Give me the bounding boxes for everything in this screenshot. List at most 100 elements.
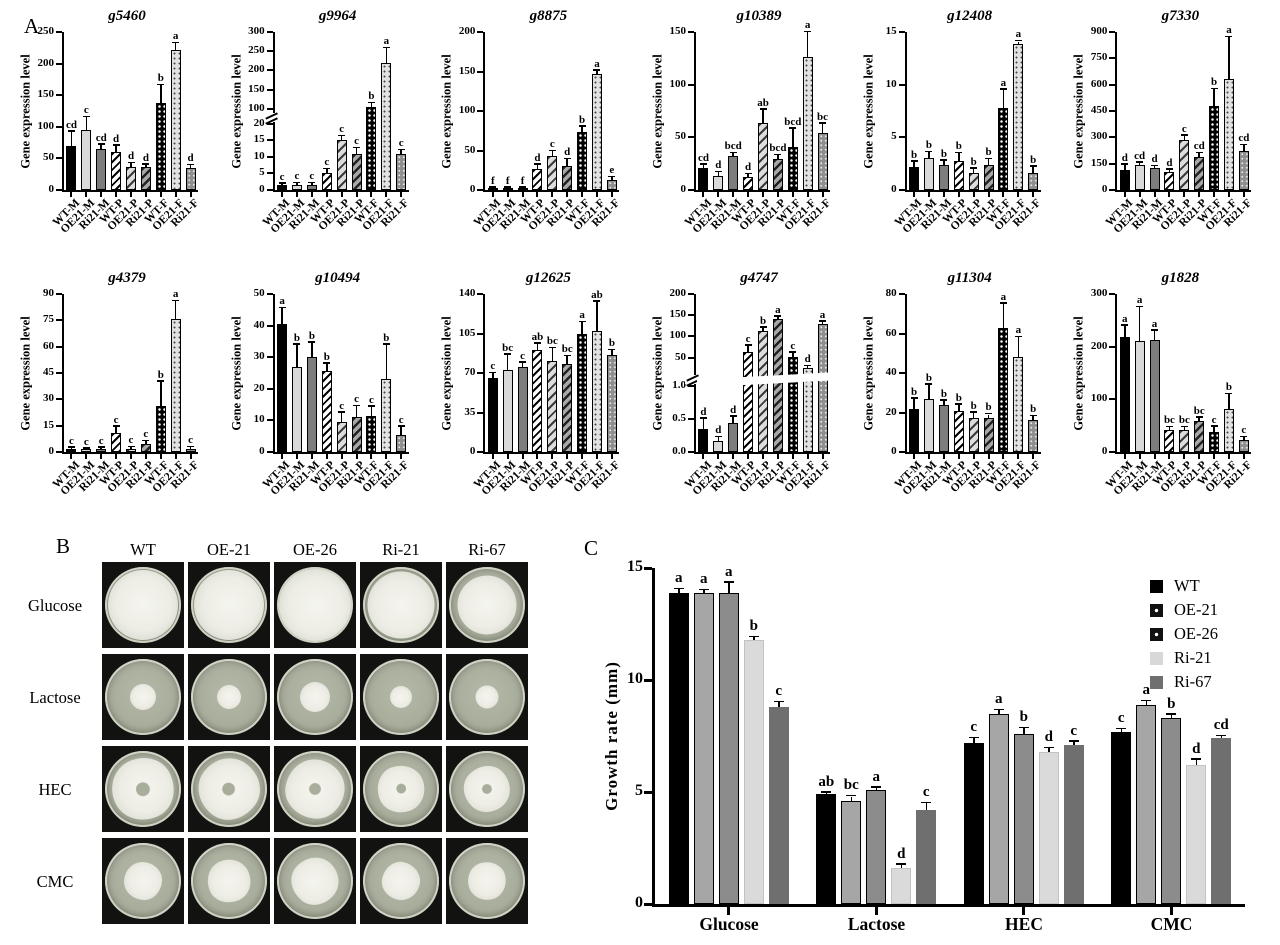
significance-letter: b	[911, 385, 918, 398]
error-bar	[821, 321, 824, 324]
x-tick	[536, 192, 539, 197]
bar	[577, 333, 588, 452]
significance-letter: c	[922, 784, 930, 801]
y-tick	[1109, 189, 1116, 191]
x-tick	[821, 192, 824, 197]
bar	[1194, 156, 1205, 190]
gene-expression-chart: g11304 Gene expression level 0 20 40 60 80 b WT-…	[853, 268, 1061, 530]
x-tick	[159, 192, 162, 197]
significance-letter: d	[715, 424, 722, 437]
error-bar	[1138, 307, 1141, 342]
error-bar-cap	[910, 160, 918, 162]
y-tick	[644, 566, 652, 570]
error-bar	[551, 151, 554, 157]
bar	[743, 177, 754, 190]
error-bar-cap	[871, 786, 882, 788]
x-tick	[610, 454, 613, 459]
error-bar	[753, 637, 755, 640]
y-tick	[477, 332, 484, 335]
error-bar-cap	[519, 361, 527, 363]
error-bar	[85, 448, 88, 450]
error-bar	[326, 363, 328, 372]
significance-letter: cd	[95, 131, 107, 144]
error-bar-cap	[804, 364, 812, 367]
error-bar	[987, 159, 990, 165]
bar	[1028, 173, 1039, 190]
x-tick	[806, 454, 809, 459]
x-tick	[1213, 454, 1216, 459]
bar	[1136, 704, 1157, 904]
error-bar	[1017, 41, 1020, 44]
bar	[1149, 168, 1160, 190]
significance-letter: e	[609, 164, 615, 177]
y-tick	[266, 293, 273, 295]
error-bar	[777, 316, 779, 320]
y-tick-label: 10	[253, 413, 265, 426]
error-bar	[189, 165, 192, 168]
x-tick	[310, 454, 313, 459]
petri-dish	[449, 843, 525, 919]
error-bar	[536, 164, 539, 169]
error-bar-cap	[744, 344, 752, 346]
bar	[170, 49, 181, 190]
error-bar	[1002, 303, 1005, 328]
error-bar-cap	[1191, 758, 1202, 760]
error-bar	[100, 447, 102, 449]
significance-letter: c	[69, 434, 74, 447]
significance-letter: a	[775, 303, 781, 316]
gene-expression-chart: g1828 Gene expression level 0 100 200 300 a WT-…	[1063, 268, 1271, 530]
bar	[866, 789, 887, 904]
y-tick	[56, 424, 62, 427]
bar	[1149, 340, 1160, 452]
error-bar	[1183, 427, 1186, 430]
bar	[1111, 731, 1132, 904]
error-bar-cap	[489, 186, 497, 188]
significance-letter: b	[925, 371, 933, 384]
column-header: OE-21	[207, 540, 251, 559]
error-bar-cap	[1180, 425, 1188, 428]
significance-letter: bc	[546, 335, 558, 348]
x-tick	[115, 454, 118, 459]
y-tick-label: 70	[464, 366, 476, 378]
bar	[1013, 43, 1024, 190]
y-tick	[477, 149, 484, 152]
error-bar-cap	[338, 134, 346, 137]
error-bar-cap	[744, 172, 752, 175]
significance-letter: b	[293, 331, 301, 344]
bar	[891, 868, 912, 904]
gene-expression-chart: g5460 Gene expression level 0 50 100 150 200 25…	[10, 6, 218, 268]
petri-dish	[277, 843, 353, 919]
error-bar-cap	[504, 353, 512, 355]
x-tick	[942, 192, 945, 197]
error-bar-cap	[1116, 727, 1127, 730]
x-tick	[130, 454, 132, 459]
petri-dish	[363, 659, 439, 735]
y-tick	[898, 293, 905, 295]
significance-letter: b	[955, 140, 962, 153]
x-tick	[1017, 192, 1020, 197]
bar	[1013, 733, 1034, 904]
y-tick	[56, 345, 62, 348]
bar	[938, 404, 949, 452]
error-bar	[100, 144, 102, 149]
petri-dish-photo	[446, 838, 528, 924]
petri-dish	[181, 557, 277, 653]
significance-letter: b	[985, 401, 992, 414]
chart-title: g1828	[1161, 270, 1200, 286]
bar	[502, 188, 513, 190]
colony-center	[219, 779, 239, 799]
significance-letter: ab	[531, 330, 544, 343]
error-bar-cap	[1225, 392, 1233, 395]
y-tick-label: 450	[1090, 104, 1108, 116]
significance-letter: a	[594, 57, 600, 70]
x-tick	[310, 192, 313, 197]
bar	[591, 73, 602, 190]
colony-center	[307, 781, 323, 797]
error-bar-cap	[578, 320, 586, 323]
petri-dish-photo	[360, 654, 442, 740]
error-bar	[702, 164, 705, 168]
error-bar	[566, 159, 568, 166]
legend-swatch	[1150, 603, 1163, 617]
error-bar	[296, 344, 298, 367]
